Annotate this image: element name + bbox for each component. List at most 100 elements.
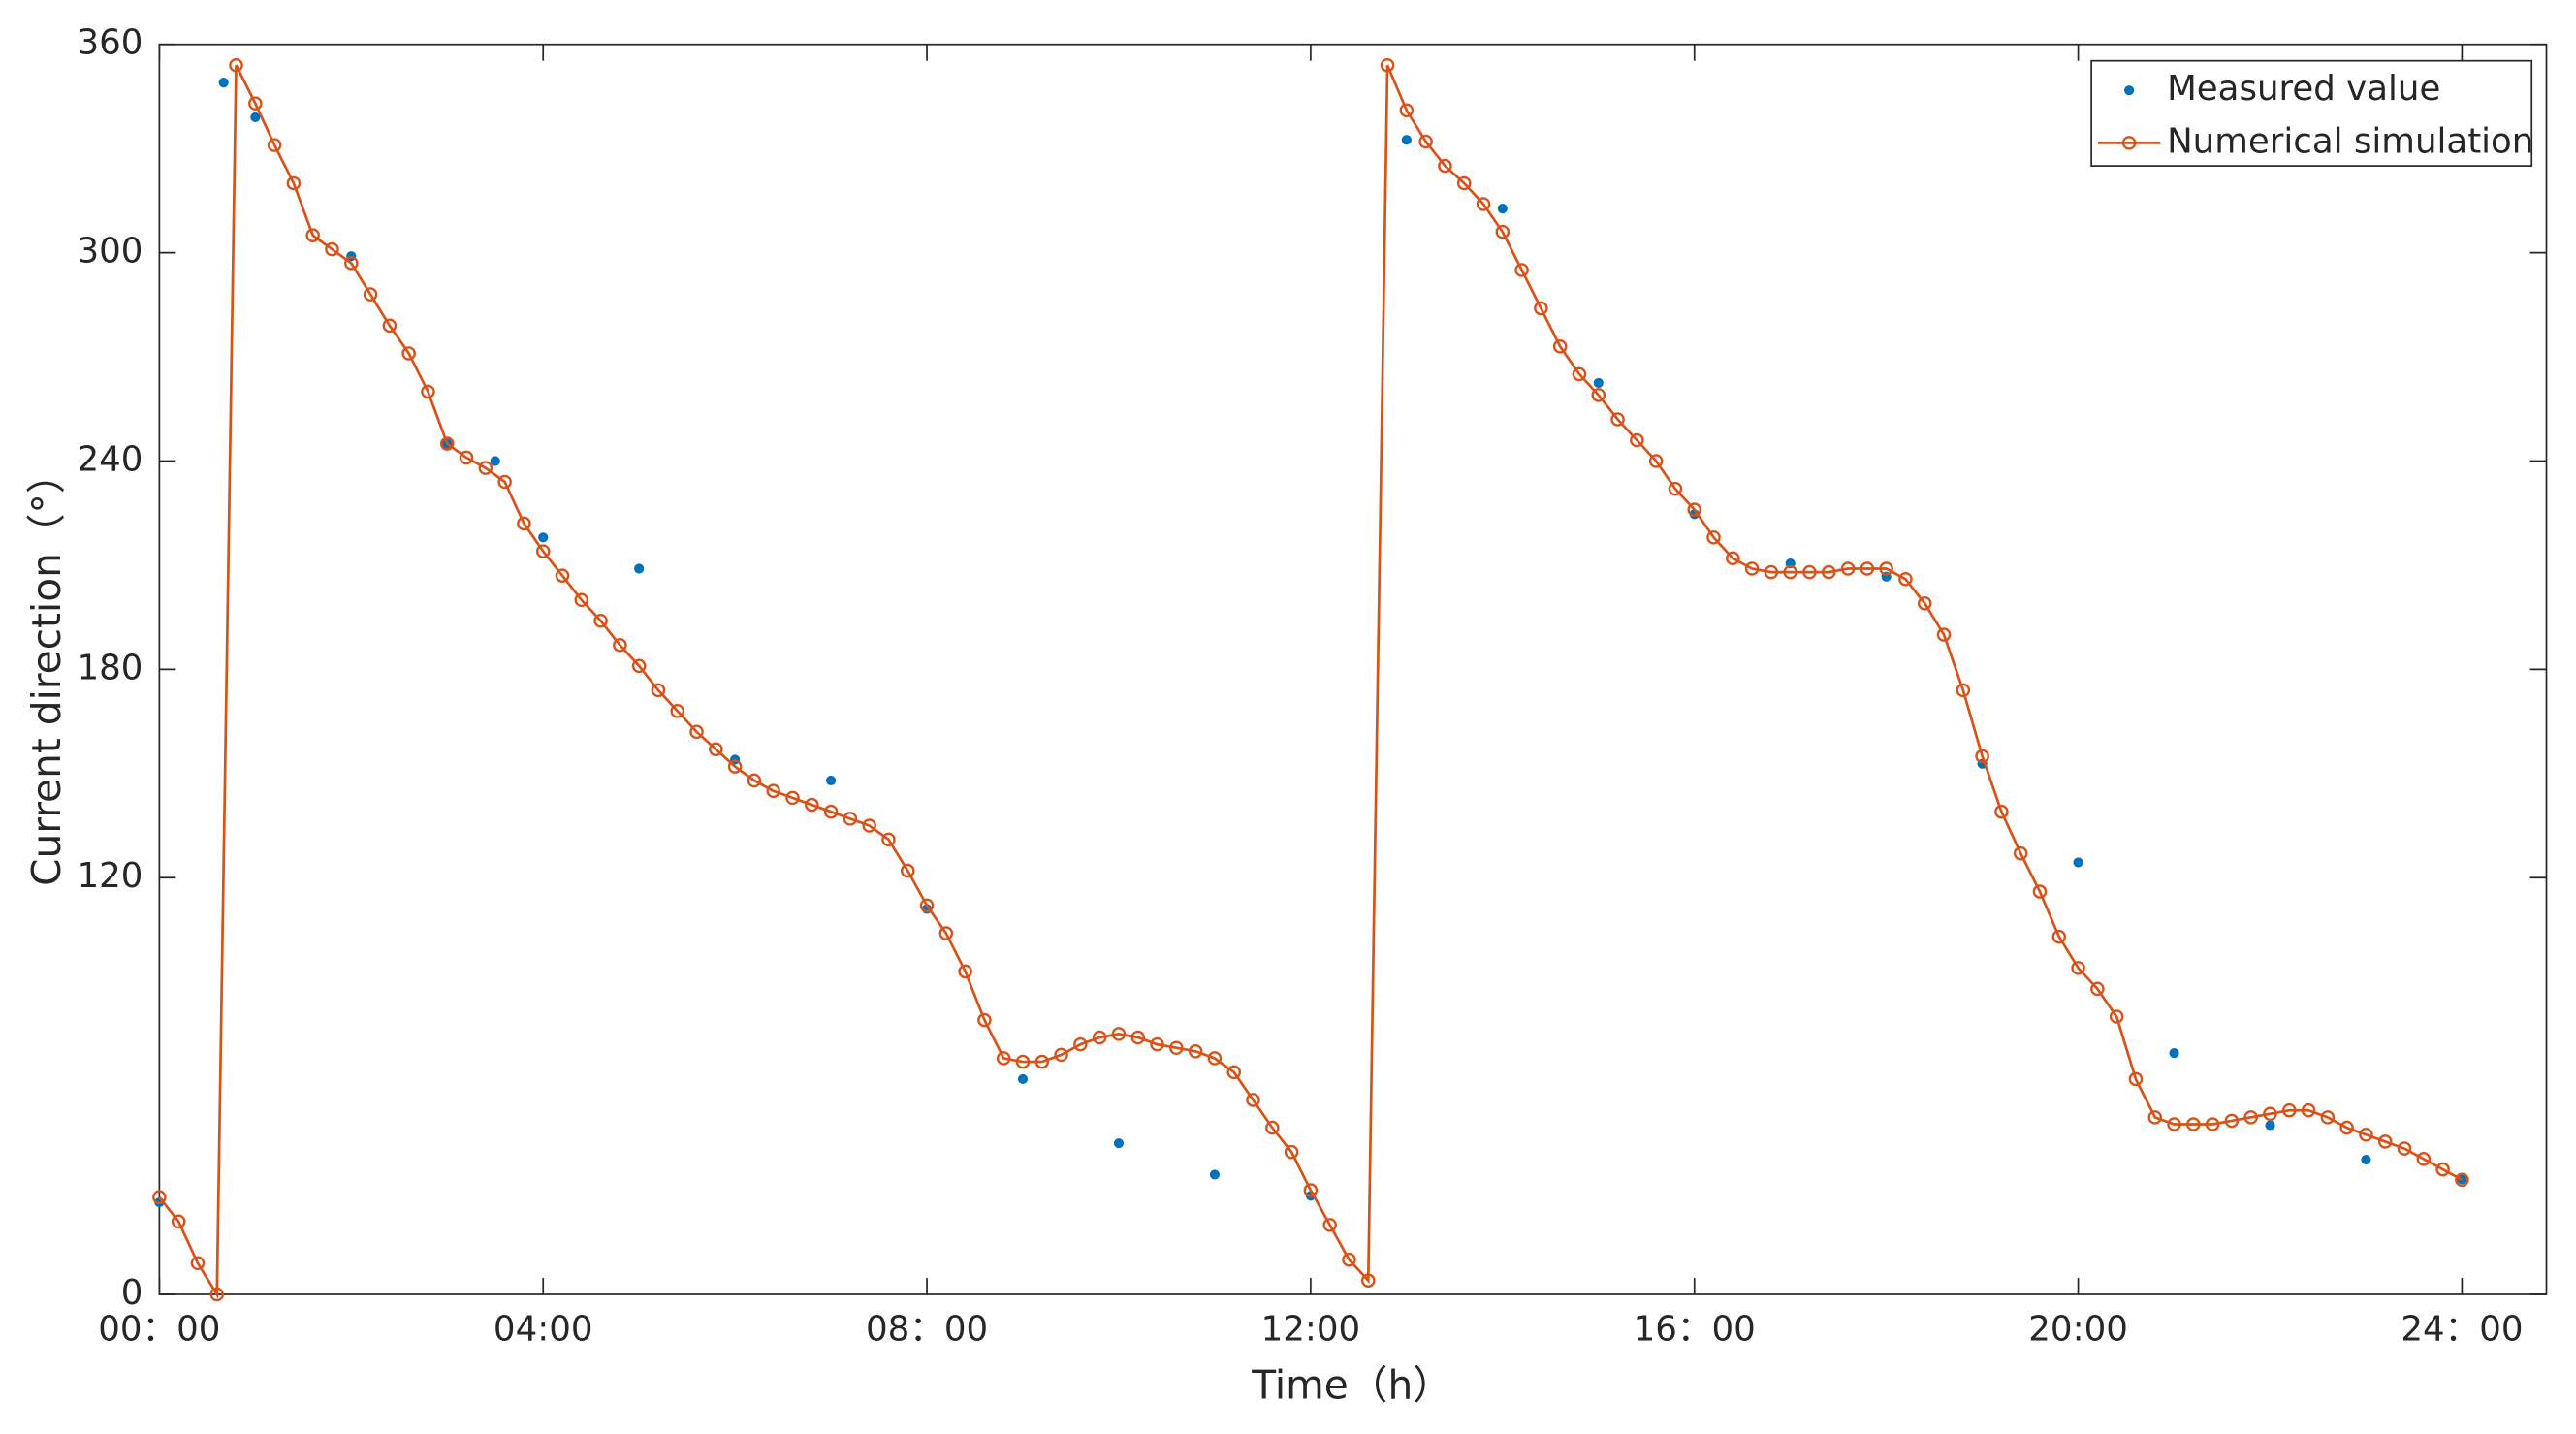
data-point [1111, 1027, 1127, 1041]
data-point [2301, 1102, 2316, 1118]
data-point [538, 532, 549, 543]
data-point [1936, 627, 1952, 642]
data-point [2416, 1152, 2432, 1166]
data-point [2073, 857, 2083, 868]
data-point [1456, 175, 1472, 191]
data-point [2051, 929, 2067, 944]
data-point [1879, 561, 1893, 576]
x-tick-label: 08：00 [866, 1309, 988, 1349]
data-point [2167, 1117, 2181, 1131]
data-point [1534, 301, 1548, 316]
data-point [938, 926, 954, 940]
y-tick-label: 300 [77, 232, 143, 271]
data-point [1226, 1065, 1242, 1080]
data-point [1497, 204, 1508, 214]
data-point [2032, 884, 2048, 899]
y-tick-label: 180 [77, 648, 143, 687]
data-point [1015, 1054, 1031, 1069]
data-point [1246, 1093, 1260, 1107]
data-point [555, 568, 570, 583]
data-point [919, 898, 935, 913]
data-point [2224, 1113, 2240, 1129]
x-tick-label: 20:00 [2028, 1309, 2128, 1349]
data-point [2359, 1127, 2373, 1142]
data-point [631, 658, 647, 674]
data-point [1591, 388, 1606, 402]
y-axis-label: Current direction（°） [23, 455, 70, 886]
data-point [826, 775, 837, 786]
data-point [2071, 961, 2085, 975]
data-point [478, 461, 493, 475]
data-point [1092, 1030, 1107, 1045]
data-point [1169, 1040, 1184, 1056]
legend-marker [2124, 85, 2135, 96]
data-point [1821, 564, 1836, 580]
data-point [1113, 1138, 1125, 1149]
data-point [459, 450, 474, 465]
data-point [1687, 502, 1702, 517]
data-point [497, 474, 512, 490]
data-point [2377, 1134, 2393, 1149]
data-point [670, 704, 685, 718]
plot-frame [158, 43, 2548, 1295]
data-point [1284, 1144, 1299, 1160]
data-point [727, 759, 743, 774]
data-point [1630, 432, 1644, 448]
data-point [862, 818, 876, 833]
data-point [1956, 683, 1971, 698]
data-point [2128, 1071, 2144, 1087]
data-point [1342, 1252, 1356, 1267]
data-point [766, 783, 780, 798]
data-point [1610, 412, 1625, 427]
data-point [1150, 1036, 1164, 1052]
data-point [613, 638, 627, 653]
x-tick-label: 00：00 [98, 1309, 220, 1349]
data-point [490, 456, 500, 466]
data-point [634, 563, 645, 574]
data-point [651, 683, 666, 698]
data-point [535, 544, 551, 558]
data-point [1360, 1273, 1376, 1288]
data-point [1917, 596, 1932, 611]
data-point [2320, 1110, 2336, 1125]
data-point [250, 112, 261, 123]
data-point [190, 1256, 206, 1271]
data-point [2186, 1117, 2201, 1131]
data-point [747, 773, 762, 788]
legend-label: Measured value [2167, 69, 2440, 109]
data-point [1322, 1218, 1337, 1232]
data-point [1840, 561, 1856, 576]
data-point [1975, 749, 1989, 764]
data-point [2147, 1110, 2163, 1125]
data-point [1265, 1120, 1280, 1135]
data-point [2435, 1162, 2450, 1177]
legend-box [2090, 59, 2533, 167]
data-point [881, 832, 896, 847]
data-point [2243, 1110, 2258, 1125]
data-point [439, 436, 455, 451]
data-point [2205, 1117, 2220, 1131]
x-tick-label: 12:00 [1261, 1309, 1361, 1349]
data-point [2169, 1048, 2179, 1059]
data-point [344, 256, 359, 271]
data-point [325, 241, 339, 257]
data-point [2013, 845, 2028, 861]
data-point [1860, 561, 1875, 576]
data-point [267, 138, 282, 152]
data-point [2397, 1141, 2412, 1156]
data-point [1495, 224, 1511, 239]
data-point [286, 175, 302, 191]
x-tick-label: 16：00 [1634, 1309, 1756, 1349]
data-point [1303, 1183, 1319, 1197]
data-point [2281, 1102, 2297, 1118]
data-point [977, 1012, 992, 1028]
series-line [158, 64, 2464, 1299]
data-point [1668, 481, 1683, 496]
data-point [2109, 1009, 2124, 1024]
data-point [1648, 454, 1664, 468]
data-point [1994, 804, 2009, 819]
data-point [1054, 1047, 1068, 1063]
data-point [1207, 1051, 1223, 1066]
data-point [152, 1190, 167, 1205]
